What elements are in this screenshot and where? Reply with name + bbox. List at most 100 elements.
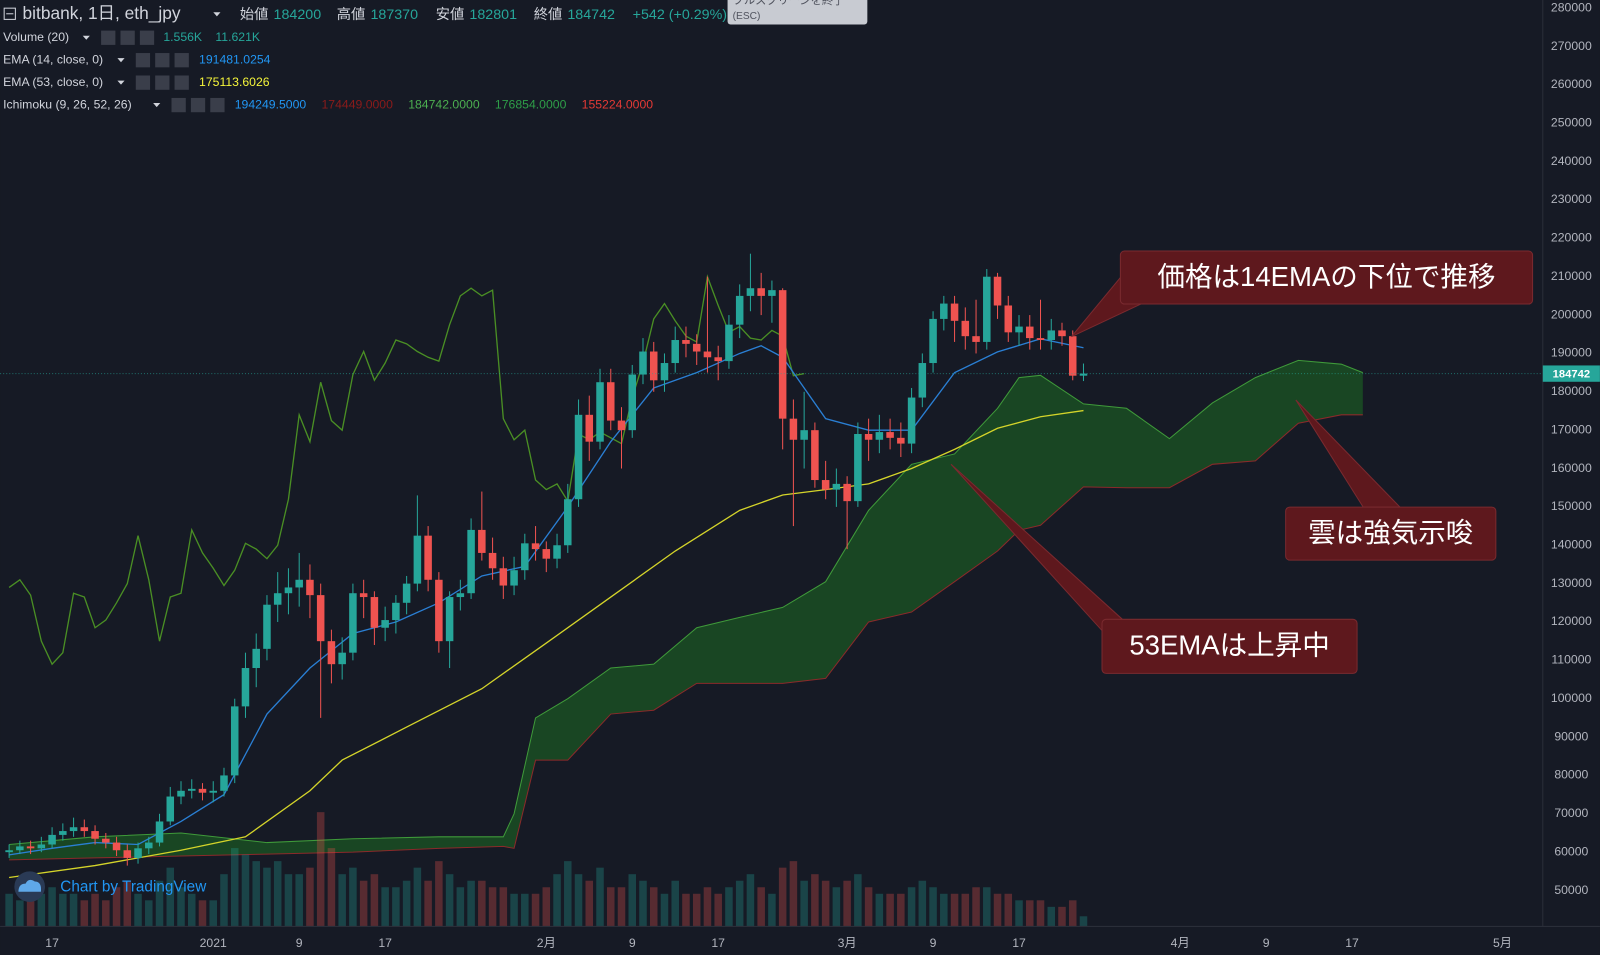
volume-bar <box>273 861 282 927</box>
volume-bar <box>596 867 604 927</box>
ema-line <box>9 409 1084 879</box>
y-tick-label: 250000 <box>1551 115 1592 129</box>
indicator-button[interactable] <box>135 53 151 68</box>
indicator-button[interactable] <box>174 53 189 68</box>
volume-bar <box>768 893 776 927</box>
volume-bar <box>735 880 744 927</box>
candle-body <box>1015 326 1023 333</box>
ohlc-label: 始値 <box>240 6 269 23</box>
ohlc-value: 182801 <box>469 7 517 23</box>
volume-bar <box>69 893 78 927</box>
volume-bar <box>478 880 486 927</box>
candle-body <box>800 430 808 440</box>
candle-body <box>263 604 271 649</box>
volume-bar <box>220 874 228 927</box>
x-tick-label: 17 <box>711 936 725 950</box>
candle-body <box>897 437 905 444</box>
y-tick-label: 270000 <box>1551 39 1592 53</box>
volume-bar <box>37 893 46 927</box>
candle-body <box>478 529 486 553</box>
indicator-button[interactable] <box>155 53 170 68</box>
indicator-button[interactable] <box>135 75 151 90</box>
volume-bar <box>187 893 196 927</box>
y-tick-label: 150000 <box>1551 499 1592 513</box>
candle-body <box>714 357 722 362</box>
indicator-button[interactable] <box>101 30 116 45</box>
candle-body <box>564 499 572 546</box>
indicator-button[interactable] <box>120 30 135 45</box>
candle-body <box>381 620 389 628</box>
candle-body <box>703 351 712 358</box>
candle-body <box>843 483 851 502</box>
candle-body <box>488 552 497 569</box>
volume-bar <box>381 887 389 927</box>
last-price-box <box>1542 365 1600 382</box>
y-tick-label: 210000 <box>1551 269 1592 283</box>
y-tick-label: 110000 <box>1551 653 1591 667</box>
candle-body <box>725 324 733 362</box>
candle-body <box>1036 338 1045 341</box>
volume-bar <box>510 893 518 927</box>
candle-body <box>295 579 303 588</box>
volume-bar <box>499 887 508 927</box>
indicator-button[interactable] <box>190 97 206 113</box>
volume-bar <box>746 874 755 927</box>
candle-body <box>606 382 615 421</box>
y-tick-label: 200000 <box>1551 307 1592 321</box>
plot-area <box>5 253 1364 927</box>
indicator-name: Volume (20) <box>3 30 69 44</box>
volume-bar <box>1026 900 1034 927</box>
volume-bar <box>16 900 24 927</box>
candle-body <box>327 641 336 665</box>
volume-bar <box>48 887 56 927</box>
volume-bar <box>370 874 379 927</box>
candle-body <box>531 543 540 550</box>
candle-body <box>671 340 679 364</box>
indicator-button[interactable] <box>171 97 186 113</box>
volume-bar <box>875 893 884 927</box>
x-tick-label: 17 <box>378 936 392 950</box>
candle-body <box>918 363 927 398</box>
volume-bar <box>435 861 443 927</box>
volume-bar <box>306 867 314 927</box>
candle-body <box>177 790 185 797</box>
candle-body <box>854 434 862 502</box>
indicator-button[interactable] <box>139 30 155 45</box>
candle-body <box>553 545 561 559</box>
volume-bar <box>177 887 185 927</box>
x-tick-label: 2021 <box>200 936 227 950</box>
candle-body <box>134 848 142 858</box>
volume-bar <box>145 900 153 927</box>
candle-body <box>574 414 583 500</box>
indicator-value: 1.556K <box>163 30 203 44</box>
volume-bar <box>660 893 669 927</box>
watermark-text[interactable]: Chart by TradingView <box>60 879 207 896</box>
candle-body <box>778 290 787 419</box>
candle-body <box>91 831 99 839</box>
y-tick-label: 170000 <box>1551 422 1592 436</box>
y-tick-label: 90000 <box>1554 729 1588 743</box>
volume-bar <box>907 887 916 927</box>
x-tick-label: 9 <box>296 936 303 950</box>
volume-bar <box>1015 900 1023 927</box>
indicator-button[interactable] <box>210 97 225 113</box>
ichimoku-lagging-span <box>8 274 805 666</box>
candle-body <box>510 570 518 586</box>
volume-bar <box>445 874 454 927</box>
ichimoku-span-b <box>9 414 1363 861</box>
candle-body <box>983 276 991 342</box>
volume-bar <box>1004 893 1013 927</box>
volume-bar <box>649 887 658 927</box>
volume-bar <box>714 893 722 927</box>
volume-bar <box>553 874 561 927</box>
watermark-logo-cloud <box>18 879 42 892</box>
indicator-button[interactable] <box>155 75 170 90</box>
volume-bar <box>198 900 207 927</box>
ohlc-value: 184742 <box>567 7 615 23</box>
candle-body <box>209 790 218 793</box>
volume-bar <box>832 887 841 927</box>
candle-body <box>306 579 314 596</box>
indicator-button[interactable] <box>174 75 189 90</box>
volume-bar <box>241 854 250 927</box>
candle-body <box>521 543 529 571</box>
